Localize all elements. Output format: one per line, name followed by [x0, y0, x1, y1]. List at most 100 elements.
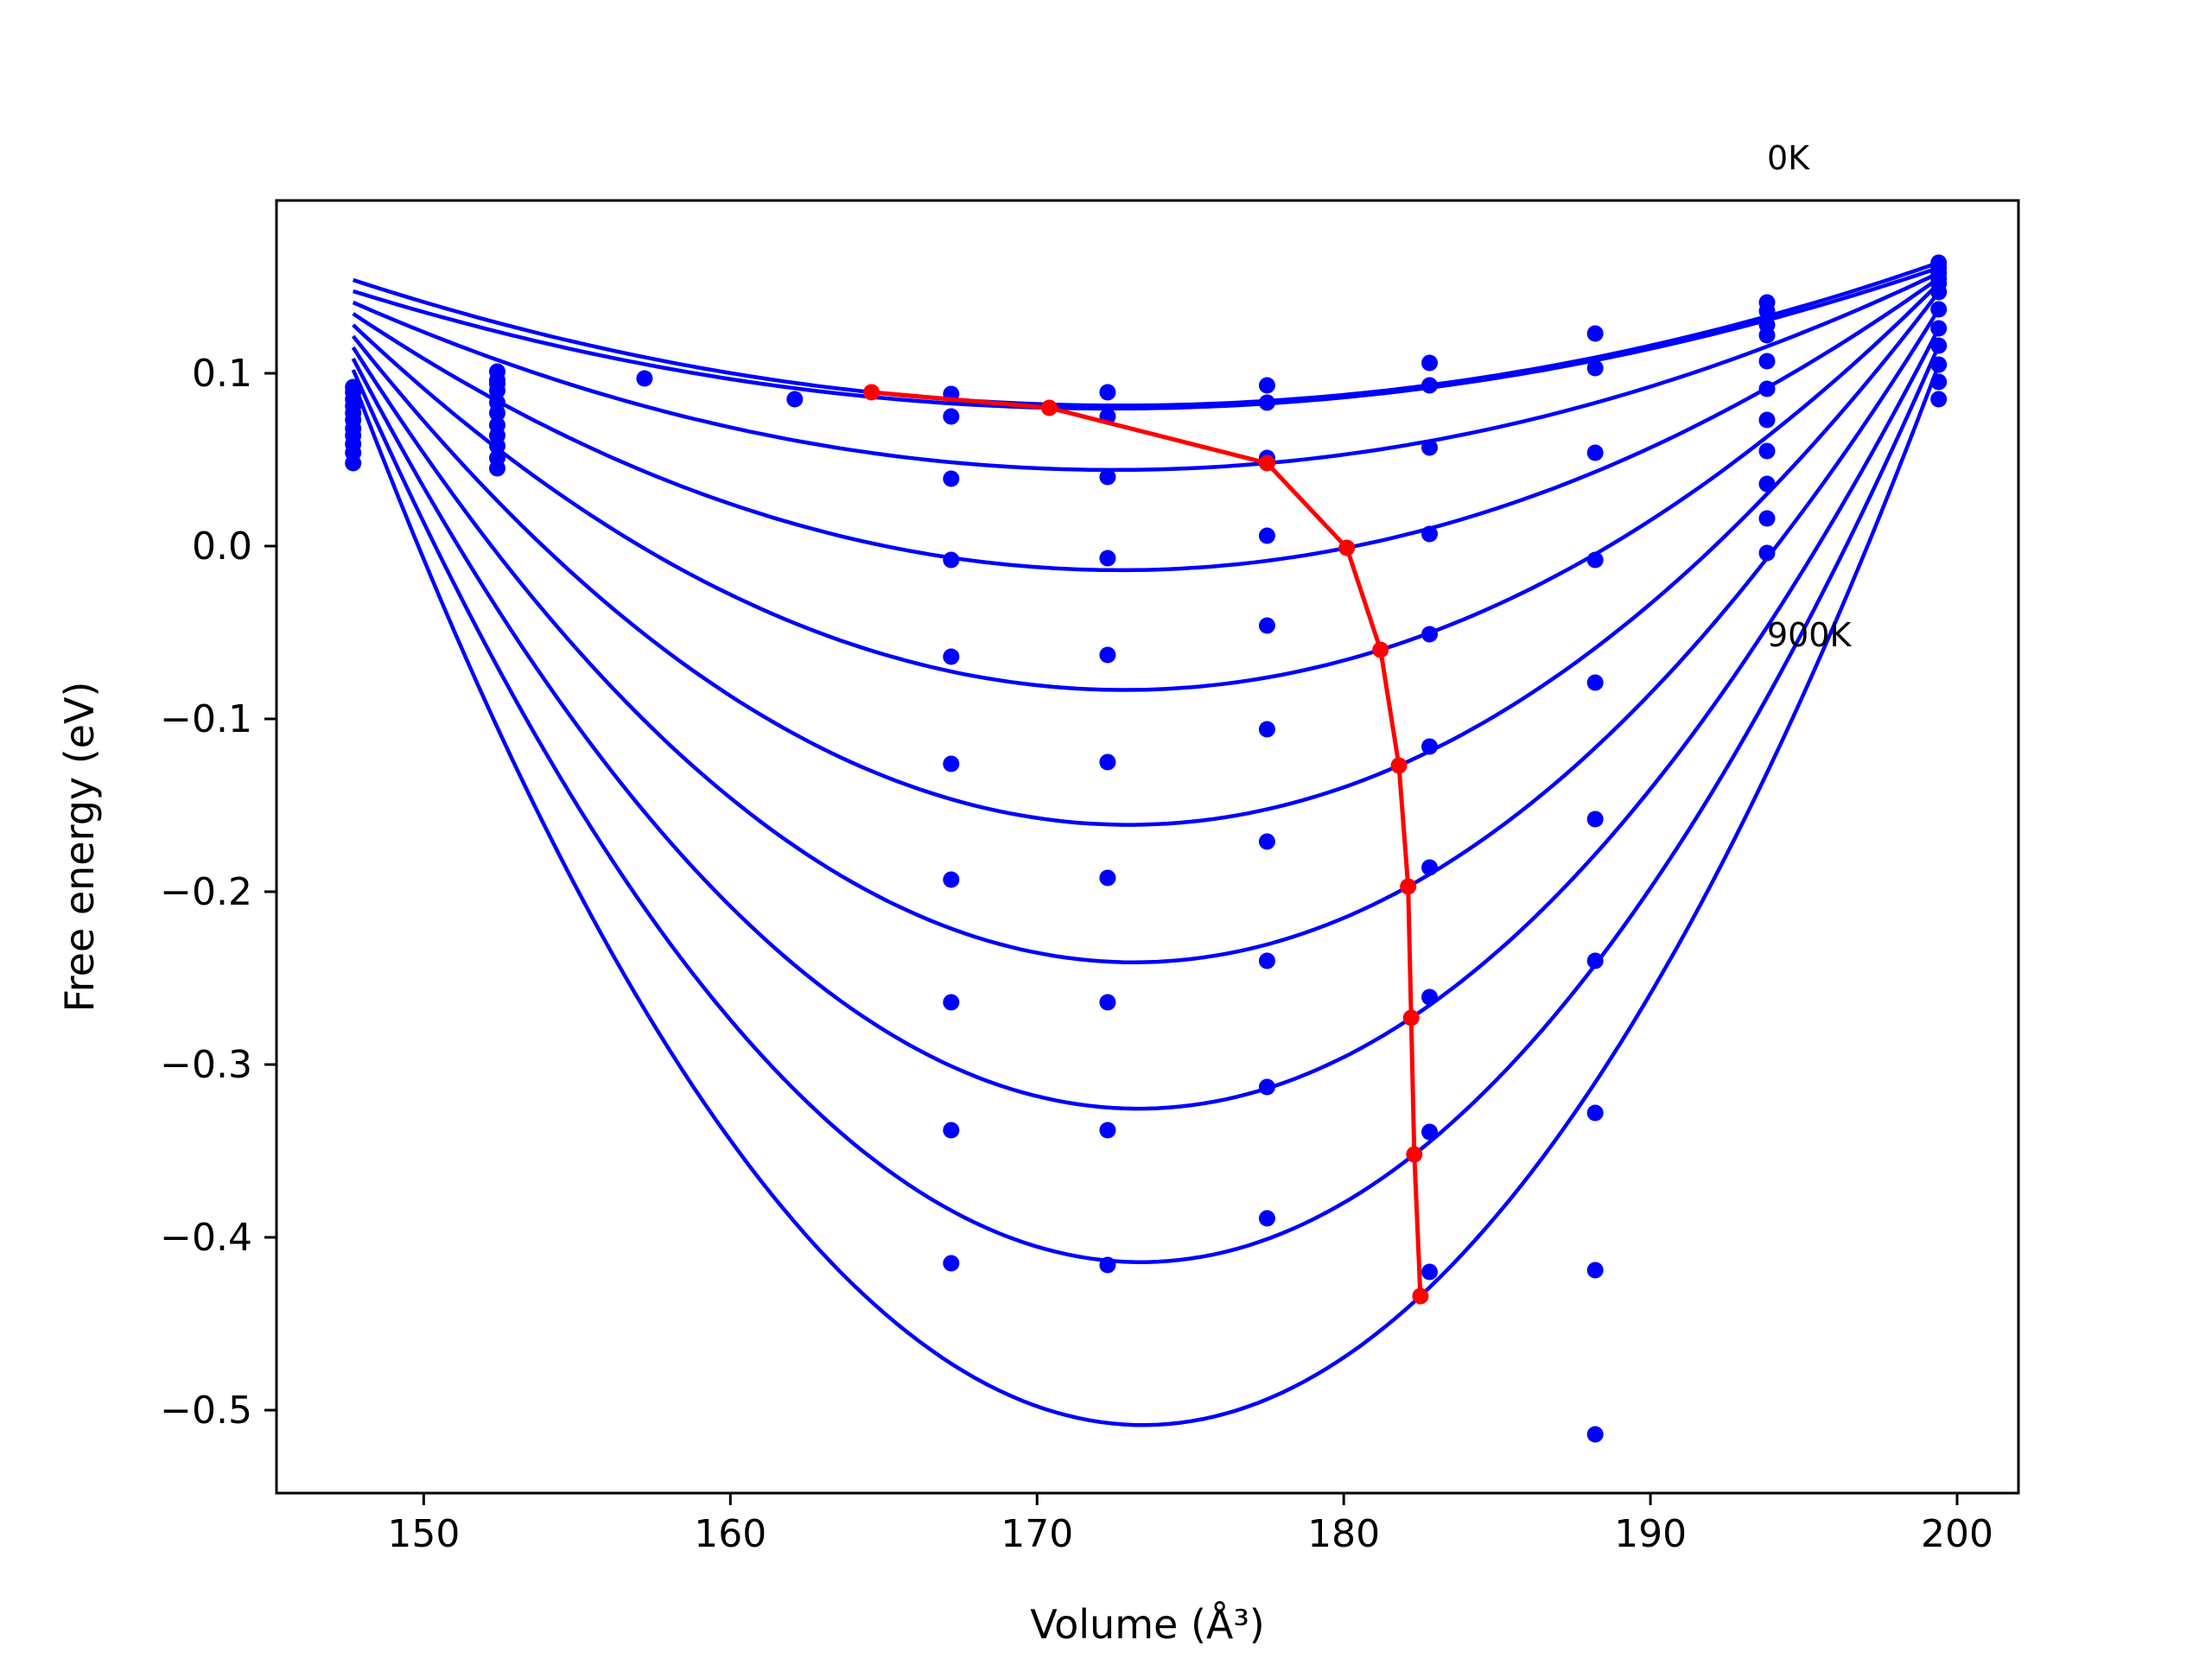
data-point [1586, 1104, 1604, 1122]
data-point [489, 382, 505, 399]
minima-curve [863, 384, 1429, 1305]
axes-frame [275, 199, 2020, 1495]
y-tick-label: −0.3 [160, 1043, 252, 1087]
data-point [1930, 373, 1948, 391]
data-point [1258, 394, 1275, 411]
data-point [1258, 833, 1275, 850]
data-point [943, 551, 960, 569]
data-point [1758, 544, 1776, 562]
fit-curve [351, 345, 1941, 1264]
data-point [1258, 1078, 1275, 1096]
x-axis-ticks: 150 160 170 180 190 200 [387, 1493, 1993, 1556]
x-tick-label: 150 [387, 1512, 460, 1556]
data-point [943, 1255, 960, 1272]
data-point [1421, 738, 1438, 755]
temperature-annotation: 900K [1767, 616, 1853, 654]
data-point [345, 454, 362, 472]
data-point [1758, 411, 1776, 429]
data-point [943, 408, 960, 425]
data-point [489, 404, 505, 422]
data-point [943, 1122, 960, 1139]
data-point [1258, 721, 1275, 738]
data-point [1930, 301, 1948, 318]
data-point [636, 370, 653, 387]
data-point [1586, 1426, 1604, 1443]
data-point [1258, 617, 1275, 634]
data-point [1421, 439, 1438, 456]
fit-curve [351, 364, 1941, 1427]
data-point [1758, 380, 1776, 397]
x-tick-label: 170 [1001, 1512, 1073, 1556]
data-point [943, 994, 960, 1011]
data-point [1258, 1210, 1275, 1227]
y-tick-label: −0.1 [160, 697, 252, 741]
data-point [1421, 377, 1438, 394]
data-point [1758, 353, 1776, 370]
data-point [1930, 337, 1948, 354]
minimum-point [1390, 757, 1408, 774]
data-point [1421, 1123, 1438, 1141]
x-tick-label: 160 [694, 1512, 766, 1556]
data-point [1930, 391, 1948, 408]
data-point [1099, 1122, 1116, 1139]
data-point [1586, 551, 1604, 569]
y-tick-label: 0.0 [192, 524, 252, 569]
fit-curve [353, 265, 1940, 411]
data-point [1586, 359, 1604, 377]
fit-curve [351, 290, 1941, 827]
data-point [489, 363, 505, 380]
minimum-point [1412, 1287, 1429, 1305]
data-point [1099, 994, 1116, 1011]
data-point [943, 470, 960, 487]
minimum-point [1040, 399, 1058, 416]
x-tick-label: 190 [1614, 1512, 1687, 1556]
x-tick-label: 200 [1921, 1512, 1993, 1556]
fit-curve [351, 327, 1941, 1111]
data-point [1099, 646, 1116, 664]
data-point [1758, 442, 1776, 460]
fit-curves [351, 260, 1941, 1427]
data-point [786, 391, 804, 408]
data-point [1758, 475, 1776, 493]
data-points [345, 254, 1948, 1443]
temperature-annotation: 0K [1767, 139, 1810, 177]
fit-curve [352, 276, 1941, 573]
y-tick-label: 0.1 [192, 352, 252, 396]
data-point [943, 755, 960, 772]
fit-curve [352, 260, 1940, 408]
minimum-point [1400, 878, 1417, 895]
data-point [1586, 952, 1604, 969]
data-point [1586, 444, 1604, 461]
data-point [943, 648, 960, 665]
fit-curve [351, 308, 1941, 964]
data-point [1930, 356, 1948, 373]
y-tick-label: −0.5 [160, 1389, 252, 1433]
data-point [1258, 377, 1275, 394]
data-point [1099, 869, 1116, 887]
minima-line [871, 390, 1423, 1297]
x-tick-label: 180 [1307, 1512, 1380, 1556]
data-point [1258, 952, 1275, 969]
data-point [1758, 327, 1776, 344]
minimum-point [863, 384, 880, 401]
data-point [1421, 626, 1438, 643]
data-point [1586, 1262, 1604, 1279]
fit-curve [352, 282, 1941, 692]
annotations: 0K 900K [1767, 139, 1853, 654]
data-point [1421, 859, 1438, 876]
x-axis-label: Volume (Å³) [1030, 1601, 1265, 1648]
data-point [1758, 302, 1776, 320]
data-point [1586, 674, 1604, 691]
data-point [1099, 384, 1116, 401]
data-point [1586, 810, 1604, 828]
minimum-point [1338, 539, 1356, 556]
data-point [1421, 988, 1438, 1006]
y-tick-label: −0.4 [160, 1216, 252, 1260]
data-point [489, 460, 505, 477]
data-point [1930, 283, 1948, 301]
data-point [943, 871, 960, 888]
data-point [1421, 525, 1438, 543]
y-axis-label: Free energy (eV) [56, 682, 103, 1013]
